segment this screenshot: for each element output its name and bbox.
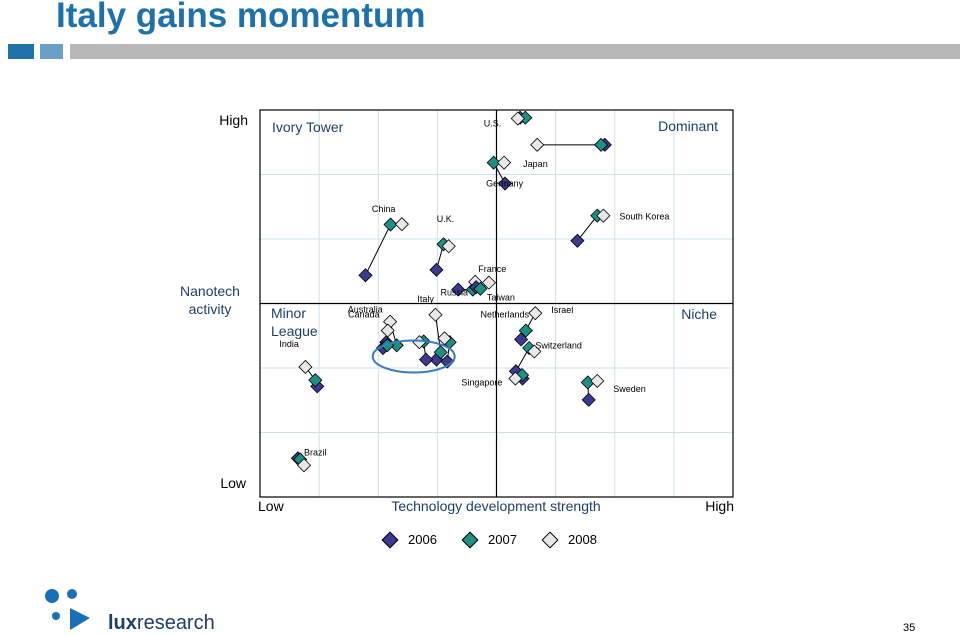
x-axis-title: Technology development strength: [391, 498, 600, 514]
point-russia-2008: [428, 307, 443, 322]
point-india-2008: [298, 359, 313, 375]
y-tick-label-low: Low: [220, 475, 247, 491]
point-germany-2008: [497, 155, 512, 170]
y-tick-label-high: High: [219, 112, 248, 128]
country-label-switzerland: Switzerland: [535, 340, 582, 350]
logo-wordmark: luxresearch: [108, 612, 215, 634]
x-tick-label-low: Low: [258, 498, 285, 514]
point-india-2007: [308, 373, 323, 388]
point-taiwan-2008: [481, 275, 496, 290]
point-japan-2007: [593, 137, 609, 152]
country-label-india: India: [279, 339, 299, 349]
point-germany-2007: [486, 155, 501, 170]
point-netherlands-2008: [437, 331, 452, 346]
country-label-israel: Israel: [551, 305, 573, 315]
point-israel-2006: [514, 332, 529, 347]
point-sweden-2008: [590, 373, 605, 388]
point-south-korea-2008: [596, 208, 611, 223]
country-label-japan: Japan: [523, 159, 548, 169]
quadrant-label-niche: Niche: [681, 306, 717, 322]
country-label-south-korea: South Korea: [619, 212, 669, 222]
country-label-u-s: U.S.: [484, 119, 502, 129]
country-label-netherlands: Netherlands: [480, 309, 529, 319]
country-label-taiwan: Taiwan: [487, 293, 515, 303]
country-label-italy: Italy: [417, 294, 434, 304]
page-title: Italy gains momentum: [56, 0, 426, 35]
title-underline-bar: [0, 44, 960, 60]
point-brazil-2008: [296, 458, 312, 473]
legend-marker-2007: [461, 531, 479, 548]
legend-label: 2006: [408, 532, 437, 547]
country-label-u-k: U.K.: [437, 214, 455, 224]
point-israel-2008: [528, 306, 543, 321]
point-china-2007: [383, 217, 398, 232]
legend-item-2008: 2008: [541, 531, 597, 548]
country-label-china: China: [372, 204, 396, 214]
y-axis-title: Nanotech activity: [180, 283, 240, 317]
country-label-germany: Germany: [486, 179, 524, 189]
legend-item-2007: 2007: [461, 531, 517, 548]
quadrant-label-dominant: Dominant: [658, 118, 718, 134]
country-label-france: France: [478, 264, 506, 274]
point-u-k-2006: [429, 262, 444, 277]
country-label-sweden: Sweden: [613, 384, 646, 394]
point-u-s-2008: [510, 111, 525, 126]
point-switzerland-2008: [527, 344, 542, 359]
quadrant-label-ivory-tower: Ivory Tower: [272, 119, 344, 135]
point-germany-2006: [497, 176, 513, 191]
point-china-2008: [394, 217, 409, 232]
country-label-singapore: Singapore: [461, 378, 502, 388]
country-label-russia: Russia: [440, 288, 468, 298]
legend-marker-2008: [541, 531, 559, 548]
point-france-2006: [451, 282, 466, 297]
point-australia-2008: [380, 323, 395, 338]
legend-label: 2008: [568, 532, 597, 547]
quadrant-label-minor-league: Minor League: [271, 305, 318, 339]
legend-item-2006: 2006: [381, 531, 437, 548]
point-u-k-2008: [441, 239, 456, 254]
x-tick-label-high: High: [705, 498, 734, 514]
point-japan-2008: [530, 137, 545, 152]
point-sweden-2006: [581, 392, 596, 407]
point-israel-2007: [518, 323, 533, 338]
page-number: 35: [903, 622, 916, 634]
country-label-brazil: Brazil: [304, 447, 327, 457]
point-china-2006: [358, 268, 373, 283]
country-label-canada: Canada: [348, 310, 380, 320]
highlight-ellipse-italy: [371, 339, 456, 374]
point-singapore-2008: [508, 371, 523, 386]
quadrant-scatter-chart: Ivory Tower Dominant Minor League Niche High L…: [180, 109, 734, 514]
point-south-korea-2006: [570, 233, 585, 248]
point-taiwan-2007: [473, 281, 488, 296]
chart-legend: 2006 2007 2008: [376, 531, 616, 552]
legend-marker-2006: [381, 531, 399, 548]
legend-label: 2007: [488, 532, 517, 547]
point-italy-2006: [418, 352, 434, 367]
country-label-australia: Australia: [348, 305, 383, 315]
luxresearch-logo-icon: [45, 589, 90, 630]
trajectory-china: [365, 223, 402, 276]
point-russia-2007: [433, 345, 448, 360]
